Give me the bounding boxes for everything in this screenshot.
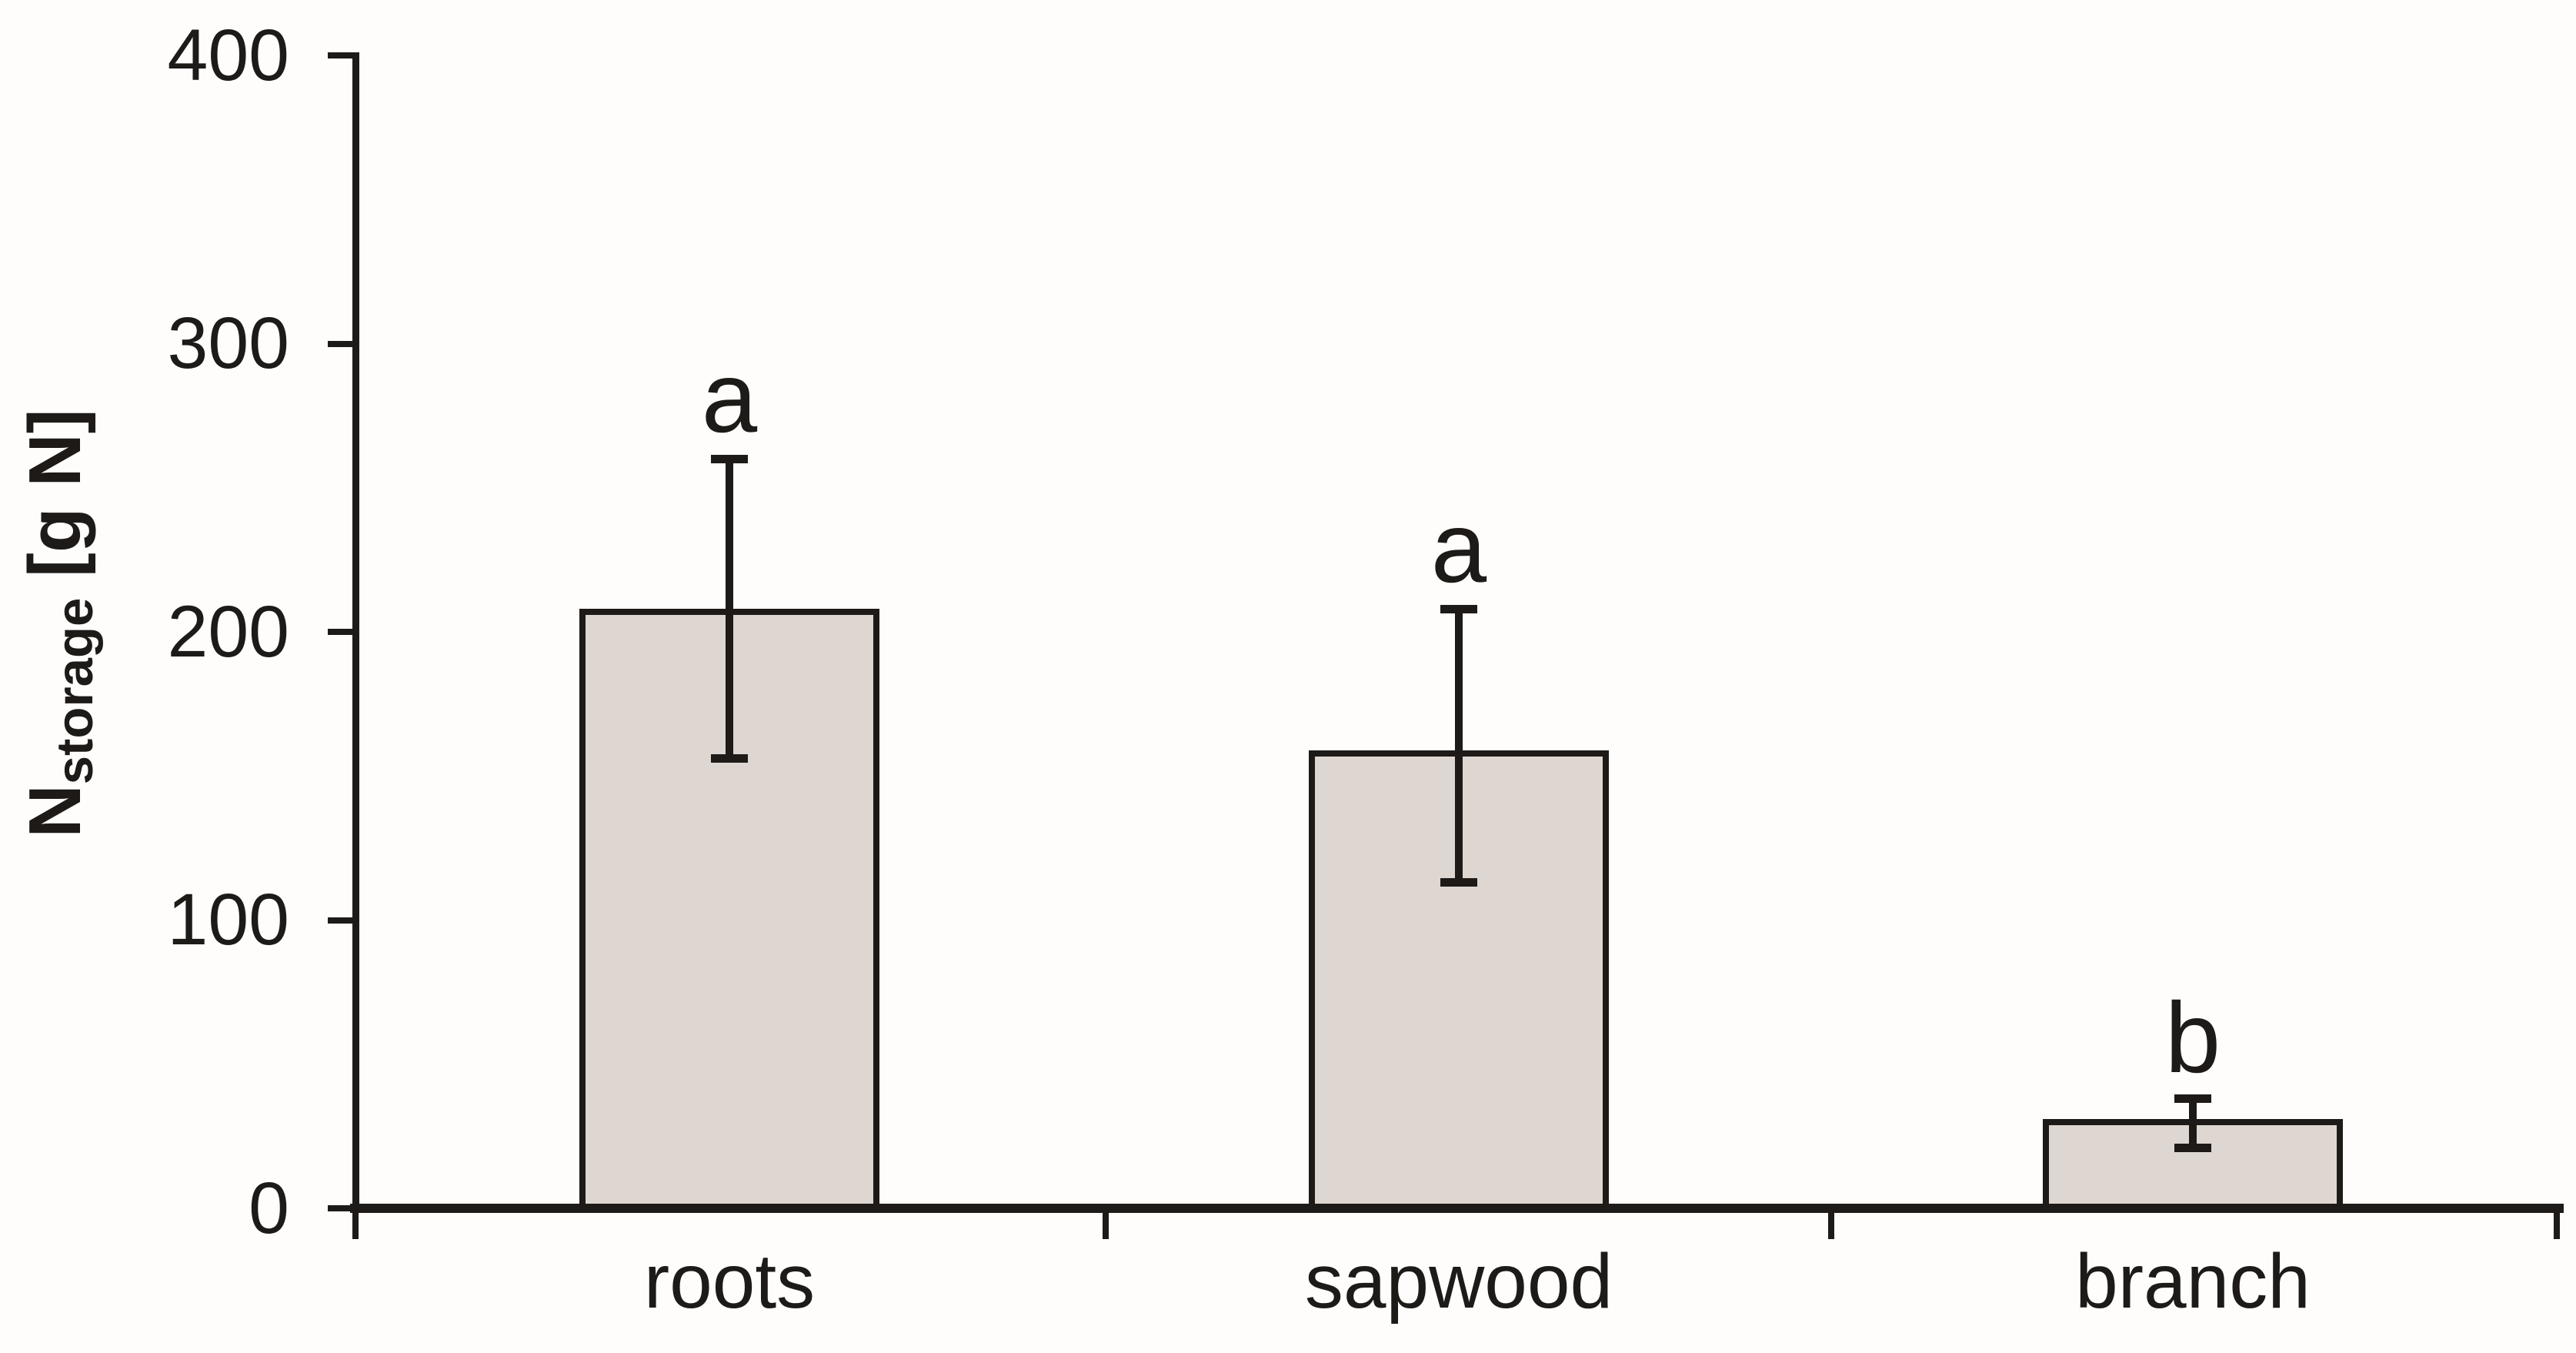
y-tick-mark-400	[327, 52, 352, 58]
x-tick-mark-0	[352, 1210, 359, 1239]
y-tick-label-200: 200	[167, 590, 289, 673]
error-cap-top-roots	[711, 454, 748, 463]
error-bar-line-branch	[2189, 1098, 2197, 1148]
error-cap-top-branch	[2174, 1094, 2211, 1104]
x-axis-baseline	[350, 1204, 2564, 1213]
y-tick-label-100: 100	[167, 879, 289, 960]
y-tick-label-0: 0	[249, 1167, 289, 1249]
y-axis-title-unit: [g N]	[14, 409, 96, 577]
error-cap-top-sapwood	[1440, 604, 1477, 613]
x-tick-mark-2	[1828, 1210, 1834, 1239]
sig-letter-branch: b	[2164, 981, 2221, 1094]
error-bar-line-roots	[726, 459, 733, 759]
error-cap-bottom-branch	[2174, 1143, 2211, 1152]
sig-letter-roots: a	[701, 341, 758, 454]
x-category-label-branch: branch	[2075, 1238, 2311, 1325]
y-tick-mark-200	[327, 629, 352, 635]
x-category-label-sapwood: sapwood	[1304, 1238, 1613, 1325]
y-tick-label-300: 300	[167, 302, 289, 384]
y-axis-title-symbol: N	[14, 784, 96, 838]
y-tick-mark-300	[327, 340, 352, 347]
y-tick-label-400: 400	[167, 14, 289, 96]
y-tick-mark-100	[327, 917, 352, 924]
error-bar-line-sapwood	[1455, 609, 1463, 883]
x-tick-mark-1	[1103, 1210, 1109, 1239]
sig-letter-sapwood: a	[1430, 491, 1487, 604]
x-tick-mark-3	[2554, 1210, 2560, 1239]
y-axis-line	[352, 52, 359, 1208]
error-cap-bottom-roots	[711, 754, 748, 763]
error-cap-bottom-sapwood	[1440, 878, 1477, 887]
x-category-label-roots: roots	[643, 1238, 816, 1325]
y-tick-mark-0	[327, 1205, 352, 1211]
